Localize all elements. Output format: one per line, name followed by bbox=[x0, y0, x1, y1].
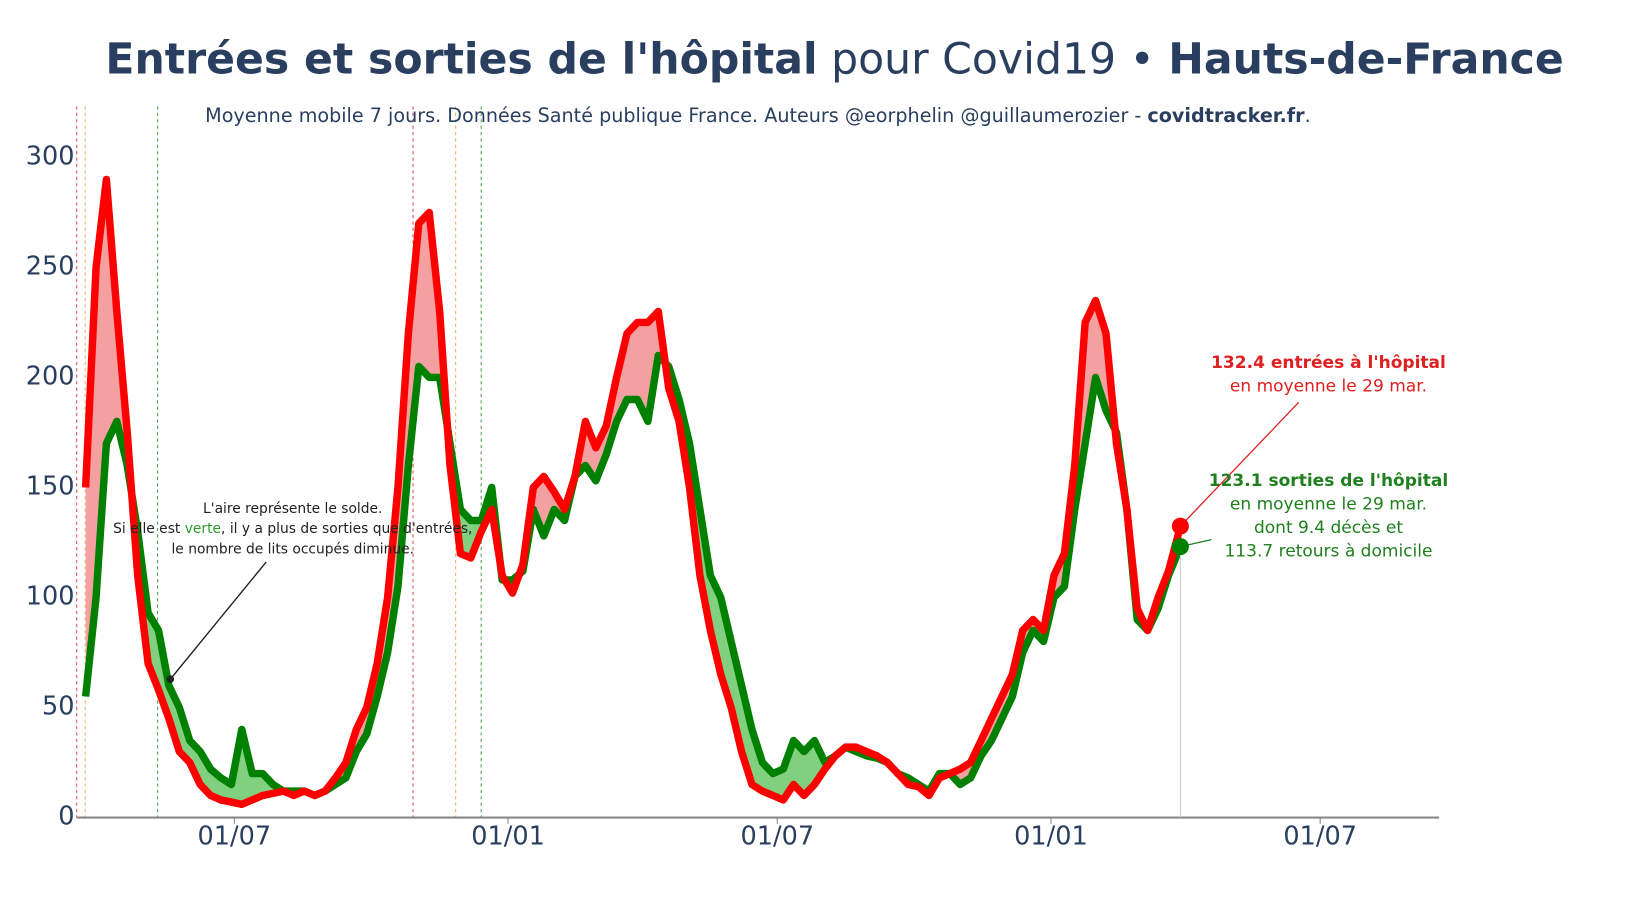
x-tick-label: 01/01 bbox=[471, 822, 545, 852]
y-tick-label: 150 bbox=[26, 471, 75, 501]
area-note-arrow-head bbox=[166, 675, 175, 683]
exits-annotation: en moyenne le 29 mar. bbox=[1230, 495, 1427, 515]
area-note: le nombre de lits occupés diminue. bbox=[171, 541, 414, 557]
x-tick-label: 01/01 bbox=[1014, 822, 1088, 852]
title-part: Hauts-de-France bbox=[1168, 34, 1563, 84]
entries-end-marker bbox=[1171, 517, 1189, 535]
area-note-arrow bbox=[169, 561, 267, 680]
exits-annotation: dont 9.4 décès et bbox=[1254, 518, 1403, 538]
title-part: Entrées et sorties de l'hôpital bbox=[105, 34, 817, 84]
exits-annotation: 123.1 sorties de l'hôpital bbox=[1209, 471, 1448, 491]
area-note-part: , il y a plus de sorties que d'entrées, bbox=[221, 521, 472, 537]
chart-title: Entrées et sorties de l'hôpital pour Cov… bbox=[105, 34, 1563, 84]
event-lines bbox=[76, 106, 482, 818]
balance-area-negative bbox=[85, 355, 1181, 805]
exits-end-marker bbox=[1171, 538, 1189, 556]
subtitle-part: covidtracker.fr bbox=[1147, 104, 1305, 127]
y-tick-label: 0 bbox=[58, 802, 74, 832]
area-note-part: L'aire représente le solde. bbox=[203, 501, 382, 517]
subtitle-part: . bbox=[1305, 104, 1311, 127]
area-note: L'aire représente le solde. bbox=[203, 501, 382, 517]
y-tick-label: 300 bbox=[26, 141, 75, 171]
exits-annotation: 113.7 retours à domicile bbox=[1224, 541, 1432, 561]
y-tick-label: 200 bbox=[26, 361, 75, 391]
balance-area-positive bbox=[85, 179, 1181, 805]
exits-line bbox=[81, 351, 1184, 800]
entries-annotation: 132.4 entrées à l'hôpital bbox=[1211, 353, 1446, 373]
entries-pointer bbox=[1179, 401, 1300, 527]
y-tick-label: 50 bbox=[42, 691, 75, 721]
subtitle-part: Moyenne mobile 7 jours. Données Santé pu… bbox=[205, 104, 1147, 127]
area-note-part: verte bbox=[185, 521, 221, 537]
area-note-part: le nombre de lits occupés diminue. bbox=[171, 541, 414, 557]
x-tick-label: 01/07 bbox=[740, 822, 814, 852]
entries-line bbox=[81, 175, 1185, 809]
area-note-part: Si elle est bbox=[113, 521, 185, 537]
x-tick-label: 01/07 bbox=[198, 822, 272, 852]
x-tick-label: 01/07 bbox=[1283, 822, 1357, 852]
entries-annotation: en moyenne le 29 mar. bbox=[1230, 376, 1427, 396]
chart-subtitle: Moyenne mobile 7 jours. Données Santé pu… bbox=[205, 104, 1311, 127]
y-tick-label: 100 bbox=[26, 581, 75, 611]
area-note: Si elle est verte, il y a plus de sortie… bbox=[113, 521, 472, 537]
y-tick-label: 250 bbox=[26, 251, 75, 281]
title-part: pour Covid19 • bbox=[818, 34, 1169, 84]
